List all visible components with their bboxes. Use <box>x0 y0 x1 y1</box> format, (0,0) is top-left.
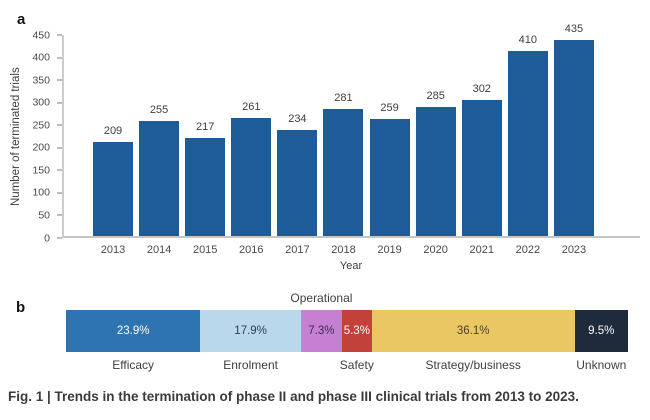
bar-2018 <box>323 109 364 236</box>
y-tick-label: 450 <box>32 28 50 41</box>
segment-pct-label: 9.5% <box>588 325 615 337</box>
y-tick-mark <box>57 34 62 36</box>
x-tick-label: 2015 <box>192 244 218 256</box>
y-tick-label: 200 <box>32 141 50 154</box>
segment-unknown: 9.5% Unknown <box>574 310 628 372</box>
bar-2014 <box>139 120 180 236</box>
stacked-bar: 23.9% Efficacy 17.9% Enrolment 7.3% Operation… <box>66 291 628 372</box>
bar-column-2020: 285 2020 <box>415 35 456 256</box>
panel-b-label: b <box>16 299 26 316</box>
bar-2013 <box>93 141 133 236</box>
bar-2015 <box>185 138 226 236</box>
y-tick-label: 250 <box>32 118 50 131</box>
y-tick-label: 150 <box>32 164 50 177</box>
x-tick-label: 2020 <box>423 244 448 256</box>
x-axis-title: Year <box>339 260 363 272</box>
y-tick-mark <box>57 169 62 172</box>
bar-2022 <box>507 51 548 236</box>
x-tick-label: 2022 <box>515 244 541 256</box>
bar-column-2016: 261 2016 <box>231 35 272 256</box>
segment-category-label: Strategy/business <box>425 358 521 372</box>
segment-pct-label: 5.3% <box>343 325 370 337</box>
segment-strategy-business: 36.1% Strategy/business <box>371 310 575 372</box>
bar-2020 <box>415 107 456 236</box>
y-tick-label: 0 <box>44 231 50 244</box>
bar-value-label: 209 <box>103 124 123 137</box>
y-tick-label: 350 <box>32 73 50 86</box>
segment-category-label: Operational <box>290 291 353 305</box>
bar-column-2014: 255 2014 <box>139 35 180 256</box>
segment-category-label: Efficacy <box>112 358 155 372</box>
bar-column-2015: 217 2015 <box>185 35 226 256</box>
bar-2017 <box>277 130 318 236</box>
y-tick-label: 300 <box>32 96 50 109</box>
segment-enrolment: 17.9% Enrolment <box>200 310 301 372</box>
bar-value-label: 259 <box>380 102 399 115</box>
bar-value-label: 255 <box>149 103 169 116</box>
bar-column-2022: 410 2022 <box>507 34 548 256</box>
y-tick-mark <box>57 56 62 59</box>
bar-value-label: 302 <box>472 82 491 95</box>
bar-value-label: 217 <box>196 121 215 134</box>
bar-column-2019: 259 2019 <box>369 35 410 256</box>
x-tick-label: 2021 <box>469 244 494 256</box>
bar-value-label: 410 <box>518 34 538 47</box>
y-tick-mark <box>57 237 62 239</box>
x-tick-label: 2023 <box>561 244 587 256</box>
y-tick-mark <box>57 214 62 217</box>
y-tick-mark <box>57 146 62 149</box>
y-tick-mark <box>57 191 62 194</box>
x-tick-label: 2019 <box>377 244 402 256</box>
bar-value-label: 261 <box>242 101 261 114</box>
segment-category-label: Unknown <box>576 358 627 372</box>
segment-efficacy: 23.9% Efficacy <box>66 310 201 372</box>
y-axis: 0 50 100 150 200 250 300 350 400 450 <box>0 30 62 243</box>
y-tick-mark <box>57 124 62 127</box>
segment-pct-label: 23.9% <box>116 325 150 337</box>
segment-pct-label: 36.1% <box>456 325 490 337</box>
segment-safety: 5.3% Safety <box>340 310 374 372</box>
bar-chart-plot-area: 209 2013 255 2014 217 2015 261 2016 234 2017 281 20… <box>62 23 640 256</box>
bar-value-label: 435 <box>564 22 584 35</box>
bar-2016 <box>231 118 272 236</box>
bar-2019 <box>369 119 410 236</box>
segment-category-label: Enrolment <box>223 358 278 372</box>
panel-a-label: a <box>17 11 26 28</box>
bar-column-2023: 435 2023 <box>553 23 594 256</box>
x-tick-label: 2016 <box>239 244 264 256</box>
bar-column-2018: 281 2018 <box>323 35 364 256</box>
bar-column-2017: 234 2017 <box>277 35 318 256</box>
x-tick-label: 2013 <box>100 244 126 256</box>
y-tick-mark <box>57 101 62 104</box>
y-tick-label: 50 <box>38 209 50 222</box>
x-tick-label: 2014 <box>146 244 172 256</box>
bar-column-2021: 302 2021 <box>461 35 502 256</box>
bar-value-label: 234 <box>288 113 307 126</box>
y-tick-label: 400 <box>32 51 50 64</box>
segment-pct-label: 17.9% <box>234 325 267 337</box>
y-tick-label: 100 <box>32 186 50 199</box>
figure-caption: Fig. 1 | Trends in the termination of ph… <box>8 389 579 404</box>
bar-2021 <box>461 99 502 236</box>
segment-operational: 7.3% Operational <box>290 291 352 352</box>
bar-value-label: 281 <box>334 92 353 105</box>
segment-pct-label: 7.3% <box>308 325 335 337</box>
segment-category-label: Safety <box>339 358 374 372</box>
x-tick-label: 2017 <box>285 244 310 256</box>
bar-column-2013: 209 2013 <box>93 35 133 256</box>
y-tick-mark <box>57 79 62 82</box>
x-tick-label: 2018 <box>331 244 356 256</box>
bar-2023 <box>553 39 594 236</box>
bar-value-label: 285 <box>426 90 445 103</box>
